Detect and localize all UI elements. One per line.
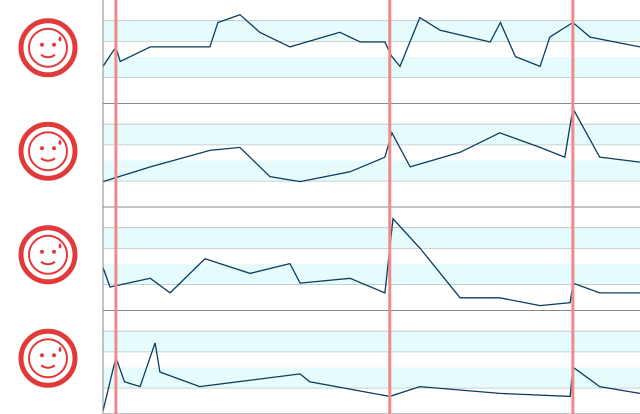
band [103,160,640,182]
band [103,367,640,389]
status-icon [21,331,75,385]
trace [102,106,640,183]
band [103,263,640,285]
band [103,56,640,78]
trace [102,217,640,307]
band [103,227,640,249]
status-icon [21,21,75,75]
band [103,124,640,145]
status-icon [21,124,75,178]
band [103,331,640,352]
status-icon [21,228,75,282]
